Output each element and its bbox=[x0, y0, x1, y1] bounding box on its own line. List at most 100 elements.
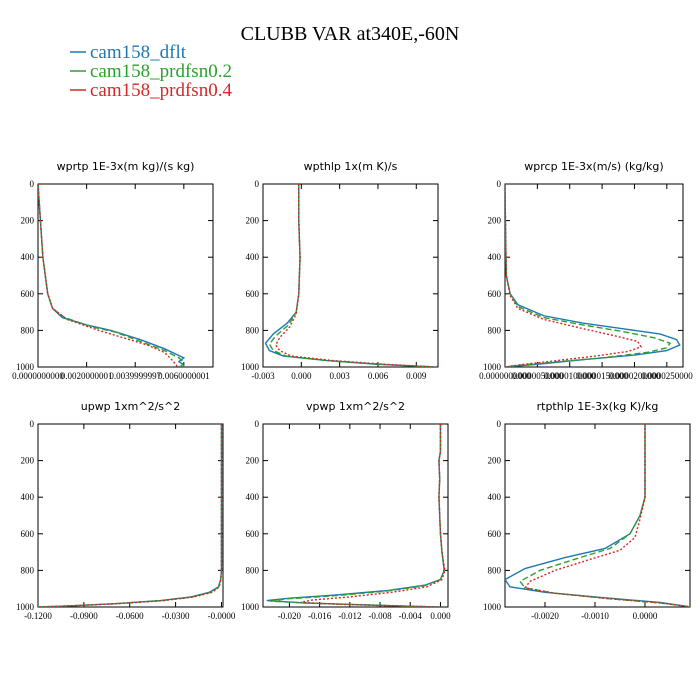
y-tick-label: 600 bbox=[21, 529, 35, 539]
y-tick-label: 800 bbox=[488, 325, 502, 335]
plot-frame bbox=[262, 183, 439, 368]
panel-3: wprcp 1E-3x(m/s) (kg/kg) 0 200 400 600 800 100… bbox=[479, 160, 693, 381]
x-tick-label: -0.0300 bbox=[162, 611, 190, 621]
y-tick-label: 200 bbox=[246, 456, 260, 466]
panel-title: wprcp 1E-3x(m/s) (kg/kg) bbox=[524, 160, 663, 173]
y-tick-label: 1000 bbox=[241, 602, 260, 612]
y-tick-label: 800 bbox=[246, 325, 260, 335]
x-tick-label: 0.009 bbox=[406, 371, 427, 381]
x-tick-label: 0.006 bbox=[368, 371, 389, 381]
x-tick-label: 0.0000000000 bbox=[12, 371, 64, 381]
y-tick-label: 0 bbox=[497, 179, 502, 189]
series-line-1 bbox=[38, 424, 223, 607]
x-tick-label: -0.0020 bbox=[531, 611, 559, 621]
series-line-3 bbox=[523, 424, 690, 607]
series-line-2 bbox=[505, 184, 672, 367]
y-tick-label: 200 bbox=[488, 456, 502, 466]
x-tick-label: 0.003 bbox=[330, 371, 351, 381]
x-tick-label: 0.0060000001 bbox=[158, 371, 210, 381]
series-line-1 bbox=[266, 424, 445, 607]
panel-6: rtpthlp 1E-3x(kg K)/kg 0 200 400 600 800 1000 -… bbox=[483, 400, 691, 621]
y-tick-label: 400 bbox=[488, 252, 502, 262]
y-tick-label: 600 bbox=[488, 529, 502, 539]
legend-label-1: cam158_dflt bbox=[90, 42, 187, 63]
panel-title: upwp 1xm^2/s^2 bbox=[81, 400, 181, 413]
y-tick-label: 0 bbox=[497, 419, 502, 429]
x-tick-label: 0.000 bbox=[291, 371, 312, 381]
panel-4: upwp 1xm^2/s^2 0 200 400 600 800 1000-0.1200 -0… bbox=[16, 400, 236, 621]
series-line-1 bbox=[505, 184, 681, 367]
x-tick-label: 0.0000150000 bbox=[576, 371, 628, 381]
plot-frame bbox=[504, 183, 684, 368]
y-tick-label: 800 bbox=[21, 565, 35, 575]
y-tick-label: 1000 bbox=[16, 602, 35, 612]
series-line-3 bbox=[274, 184, 436, 367]
series-line-3 bbox=[38, 184, 178, 367]
x-tick-label: -0.0600 bbox=[116, 611, 144, 621]
y-tick-label: 1000 bbox=[16, 362, 35, 372]
y-tick-label: 600 bbox=[246, 289, 260, 299]
y-tick-label: 800 bbox=[21, 325, 35, 335]
series-line-2 bbox=[38, 184, 185, 367]
y-tick-label: 200 bbox=[21, 456, 35, 466]
plot-frame bbox=[262, 423, 449, 608]
panel-1: wprtp 1E-3x(m kg)/(s kg) 0 200 400 600 800 100… bbox=[12, 160, 214, 381]
y-tick-label: 400 bbox=[246, 252, 260, 262]
x-tick-label: -0.012 bbox=[338, 611, 361, 621]
x-tick-label: 0.0000200000 bbox=[609, 371, 661, 381]
y-tick-label: 200 bbox=[21, 216, 35, 226]
x-tick-label: -0.016 bbox=[308, 611, 332, 621]
x-tick-label: 0.000 bbox=[430, 611, 451, 621]
panel-2: wpthlp 1x(m K)/s 0 200 400 600 800 1000-0.003 0… bbox=[241, 160, 439, 381]
plot-frame bbox=[37, 423, 224, 608]
y-tick-label: 0 bbox=[255, 419, 260, 429]
y-tick-label: 400 bbox=[21, 252, 35, 262]
legend: cam158_dfltcam158_prdfsn0.2cam158_prdfsn… bbox=[70, 42, 232, 101]
y-tick-label: 1000 bbox=[241, 362, 260, 372]
legend-label-3: cam158_prdfsn0.4 bbox=[90, 80, 232, 101]
figure-title: CLUBB VAR at340E,-60N bbox=[241, 23, 460, 45]
x-tick-label: 0.0000 bbox=[633, 611, 658, 621]
panel-title: vpwp 1xm^2/s^2 bbox=[306, 400, 405, 413]
x-tick-label: -0.0900 bbox=[70, 611, 98, 621]
series-line-3 bbox=[505, 184, 642, 367]
panels-grid: wprtp 1E-3x(m kg)/(s kg) 0 200 400 600 800 100… bbox=[12, 160, 693, 621]
y-tick-label: 600 bbox=[246, 529, 260, 539]
y-tick-label: 800 bbox=[488, 565, 502, 575]
x-tick-label: 0.0000100000 bbox=[544, 371, 596, 381]
series-line-2 bbox=[518, 424, 690, 607]
y-tick-label: 200 bbox=[246, 216, 260, 226]
x-tick-label: 0.0000000000 bbox=[479, 371, 531, 381]
y-tick-label: 600 bbox=[21, 289, 35, 299]
panel-title: rtpthlp 1E-3x(kg K)/kg bbox=[537, 400, 659, 413]
x-tick-label: 0.0020000001 bbox=[61, 371, 113, 381]
panel-5: vpwp 1xm^2/s^2 0 200 400 600 800 1000 -0.020 -0.… bbox=[241, 400, 451, 621]
y-tick-label: 400 bbox=[21, 492, 35, 502]
plot-frame bbox=[504, 423, 691, 608]
series-line-1 bbox=[264, 184, 436, 367]
x-tick-label: -0.008 bbox=[368, 611, 392, 621]
y-tick-label: 600 bbox=[488, 289, 502, 299]
y-tick-label: 400 bbox=[488, 492, 502, 502]
series-line-1 bbox=[505, 424, 690, 607]
x-tick-label: -0.1200 bbox=[24, 611, 52, 621]
legend-label-2: cam158_prdfsn0.2 bbox=[90, 61, 232, 82]
plot-frame bbox=[37, 183, 214, 368]
series-line-2 bbox=[38, 424, 223, 607]
series-line-1 bbox=[38, 184, 186, 367]
x-tick-label: 0.0000050000 bbox=[511, 371, 563, 381]
series-line-3 bbox=[300, 424, 446, 607]
series-line-2 bbox=[268, 184, 436, 367]
x-tick-label: 0.0000250000 bbox=[641, 371, 693, 381]
y-tick-label: 1000 bbox=[483, 362, 502, 372]
x-tick-label: 0.0039999997 bbox=[109, 371, 161, 381]
series-line-3 bbox=[38, 424, 223, 607]
panel-title: wpthlp 1x(m K)/s bbox=[304, 160, 398, 173]
y-tick-label: 200 bbox=[488, 216, 502, 226]
x-tick-label: -0.0010 bbox=[581, 611, 609, 621]
y-tick-label: 0 bbox=[255, 179, 260, 189]
y-tick-label: 800 bbox=[246, 565, 260, 575]
y-tick-label: 1000 bbox=[483, 602, 502, 612]
series-line-2 bbox=[270, 424, 445, 607]
